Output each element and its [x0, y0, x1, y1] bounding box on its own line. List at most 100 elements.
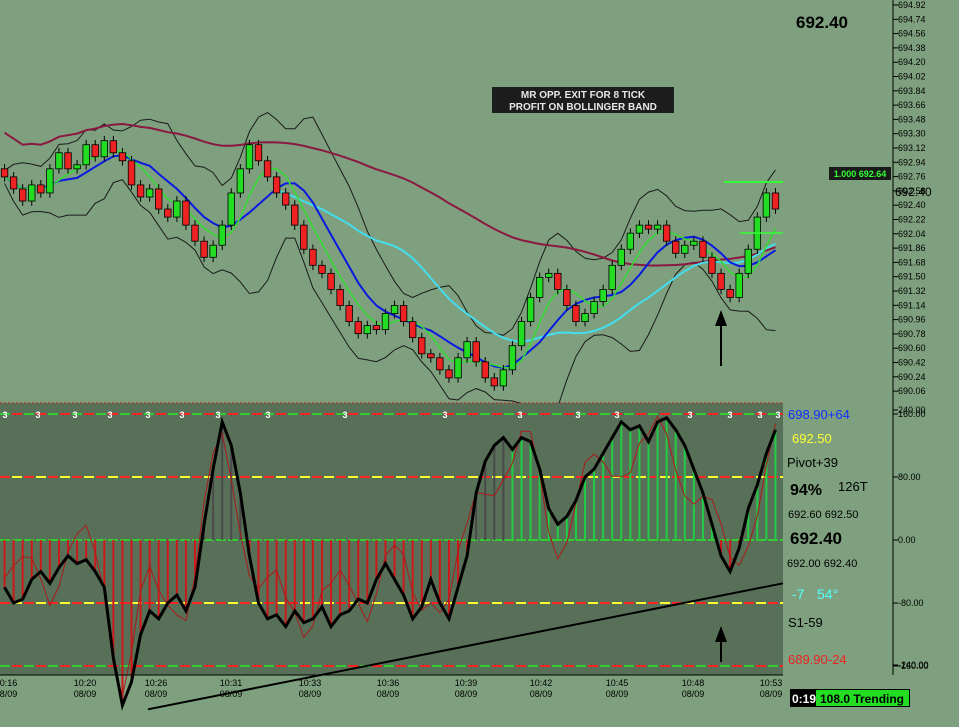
price-arrow-head: [715, 310, 727, 326]
candle-up: [82, 144, 90, 166]
marker-digit: 3: [687, 410, 692, 420]
angle-label: 54°: [817, 586, 838, 602]
candle-up: [227, 192, 235, 226]
price-tick-label: 693.66: [898, 100, 926, 110]
candle-down: [291, 204, 299, 226]
price-tick-label: 691.86: [898, 243, 926, 253]
date-label: 08/09: [145, 689, 168, 699]
indicator-panel: 3 3 3 3 3 3 3 3 3 3 3 3 3 3 3 3 3: [0, 402, 784, 711]
candle-up: [73, 164, 81, 170]
ticks-label: 126T: [838, 479, 868, 494]
candle-down: [282, 192, 290, 206]
candle-down: [200, 240, 208, 258]
candle-up: [173, 200, 181, 218]
time-label: 10:48: [682, 678, 705, 688]
oscillator-line: [3, 416, 777, 711]
candle-up: [599, 289, 607, 302]
marker-digit: 3: [145, 410, 150, 420]
candle-up: [653, 224, 662, 230]
oscillator-thin-line: [4, 415, 776, 697]
candle-down: [191, 224, 199, 242]
price-tick-label: 694.38: [898, 43, 926, 53]
candle-up: [744, 248, 752, 274]
price-tick-label: 694.02: [898, 72, 926, 82]
status-badge: [816, 690, 909, 706]
date-label: 08/09: [74, 689, 97, 699]
candle-up: [463, 341, 471, 359]
marker-label: 1.000 692.64: [834, 169, 887, 179]
candle-up: [209, 244, 217, 258]
candle-up: [145, 188, 154, 198]
price-tick-label: 693.48: [898, 114, 926, 124]
marker-digit: 3: [442, 410, 447, 420]
candle-down: [9, 176, 18, 190]
candle-down: [771, 192, 780, 210]
time-label: 10:39: [455, 678, 478, 688]
candle-down: [717, 272, 725, 290]
candle-up: [55, 152, 63, 170]
time-label: 10:33: [299, 678, 322, 688]
indicator-tick-label: 240.00: [898, 405, 926, 415]
candle-up: [635, 224, 644, 234]
candle-up: [526, 297, 535, 323]
price-tick-label: 692.94: [898, 157, 926, 167]
status-label: 108.0 Trending: [820, 692, 904, 706]
candle-down: [481, 361, 489, 379]
marker-digit: 3: [575, 410, 580, 420]
pivot-price-label: 692.50: [792, 431, 832, 446]
candle-up: [381, 313, 390, 331]
ma-cyan-line: [276, 189, 776, 343]
indicator-tick-label: 160.00: [898, 409, 926, 419]
candle-down: [354, 321, 362, 335]
candle-up: [626, 232, 635, 250]
r-level-label: 698.90+64: [788, 407, 850, 422]
time-label: 10:45: [606, 678, 629, 688]
candle-up: [762, 192, 771, 218]
s-level-label: 689.90-24: [788, 652, 847, 667]
candle-up: [590, 301, 598, 314]
candle-up: [499, 369, 508, 387]
marker-digit: 3: [215, 410, 220, 420]
price-tick-label: 690.96: [898, 315, 926, 325]
price-tick-label: 690.60: [898, 343, 926, 353]
marker-digit: 3: [775, 410, 780, 420]
candle-down: [490, 377, 498, 387]
candle-down: [554, 272, 562, 290]
candle-down: [418, 337, 426, 355]
percent-label: 94%: [790, 482, 822, 499]
candle-up: [735, 272, 743, 298]
marker-digit: 3: [107, 410, 112, 420]
candle-down: [182, 200, 190, 226]
candle-down: [127, 160, 136, 186]
indicator-arrow-head: [715, 626, 727, 642]
date-label: 08/09: [455, 689, 478, 699]
price-tick-label: 694.92: [898, 0, 926, 10]
candle-up: [245, 144, 254, 170]
candle-down: [136, 184, 145, 198]
date-label: 08/09: [606, 689, 629, 699]
candle-up: [581, 313, 589, 322]
candle-down: [336, 289, 344, 306]
annotation-box: [492, 87, 674, 113]
right-margin-bg: [783, 0, 959, 727]
status-time: 0:19: [792, 692, 816, 706]
last-price-title: 692.40: [796, 13, 848, 32]
candle-down: [472, 341, 480, 363]
candle-down: [644, 224, 653, 230]
marker-digit: 3: [72, 410, 77, 420]
candle-down: [427, 353, 435, 359]
price-tick-label: 691.50: [898, 272, 926, 282]
candle-up: [690, 240, 698, 246]
candle-down: [436, 357, 444, 371]
candle-down: [563, 289, 571, 306]
marker-digit: 3: [179, 410, 184, 420]
price-tick-label: 690.78: [898, 329, 926, 339]
price-tick-label: 690.06: [898, 386, 926, 396]
candle-up: [508, 345, 517, 371]
candle-down: [109, 140, 118, 154]
candle-up: [535, 276, 544, 298]
candle-down: [300, 224, 308, 250]
indicator-tick-label: 0.00: [898, 535, 916, 545]
candle-down: [64, 152, 72, 170]
